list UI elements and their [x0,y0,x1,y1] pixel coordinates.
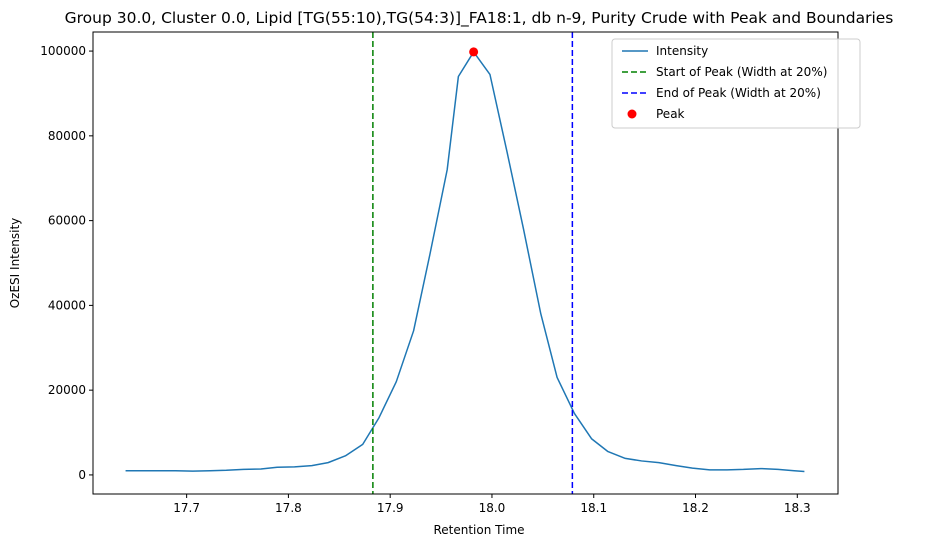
x-tick-label: 17.8 [275,501,302,515]
chart-title: Group 30.0, Cluster 0.0, Lipid [TG(55:10… [65,9,894,28]
x-axis-label: Retention Time [433,523,524,537]
y-tick-label: 60000 [48,214,86,228]
x-tick-label: 18.0 [479,501,506,515]
x-tick-label: 17.9 [377,501,404,515]
x-axis: 17.7 17.8 17.9 18.0 18.1 18.2 18.3 [173,494,811,515]
plot-frame [92,31,839,495]
legend-item-1: Start of Peak (Width at 20%) [622,65,827,79]
intensity-line [125,51,805,473]
y-tick-label: 100000 [40,44,86,58]
legend-item-0: Intensity [622,44,708,58]
legend-label: Start of Peak (Width at 20%) [656,65,827,79]
x-tick-label: 18.3 [784,501,811,515]
y-axis-label: OzESI Intensity [8,218,22,309]
peak-marker [469,47,479,57]
legend-label: End of Peak (Width at 20%) [656,86,821,100]
x-tick-label: 18.2 [682,501,709,515]
plot-content [125,32,805,494]
legend-swatch [627,109,637,119]
y-tick-label: 20000 [48,383,86,397]
legend-item-2: End of Peak (Width at 20%) [622,86,821,100]
y-tick-label: 40000 [48,298,86,312]
legend-label: Peak [656,107,685,121]
legend-box [611,38,861,129]
legend: Intensity Start of Peak (Width at 20%) End… [611,38,861,129]
y-tick-label: 0 [78,468,86,482]
x-tick-label: 17.7 [173,501,200,515]
y-axis: 0 20000 40000 60000 80000 100000 [40,44,93,482]
legend-item-3: Peak [627,107,685,121]
legend-label: Intensity [656,44,708,58]
x-tick-label: 18.1 [580,501,607,515]
y-tick-label: 80000 [48,129,86,143]
